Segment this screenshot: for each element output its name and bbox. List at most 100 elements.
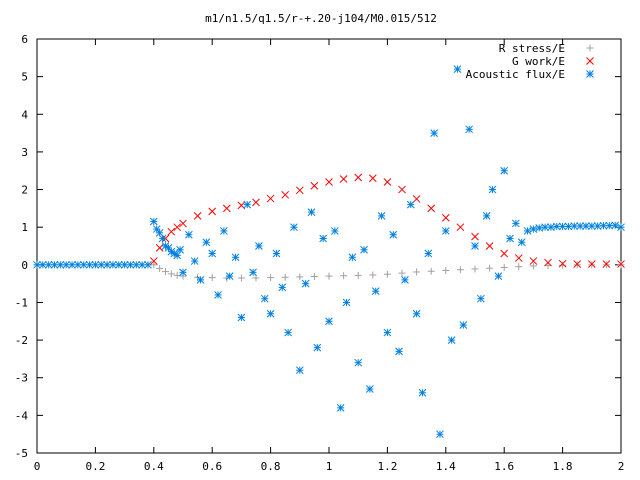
data-point bbox=[506, 234, 514, 243]
data-point bbox=[406, 200, 415, 209]
x-tick-label: 1.6 bbox=[494, 460, 514, 473]
data-point bbox=[576, 222, 584, 230]
series-g-work-e bbox=[149, 173, 625, 268]
data-point bbox=[588, 261, 596, 269]
data-point bbox=[120, 260, 129, 269]
plot-area bbox=[33, 65, 625, 439]
data-point bbox=[301, 279, 310, 288]
data-point bbox=[193, 212, 202, 220]
data-point bbox=[220, 227, 228, 235]
x-tick-label: 0.8 bbox=[261, 460, 281, 473]
data-point bbox=[97, 260, 106, 269]
data-point bbox=[202, 238, 211, 247]
data-point bbox=[413, 268, 421, 276]
y-tick-label: -5 bbox=[15, 447, 28, 460]
data-point bbox=[44, 260, 53, 269]
y-tick-label: -1 bbox=[15, 296, 28, 309]
data-point bbox=[360, 245, 368, 254]
data-point bbox=[155, 244, 164, 252]
data-point bbox=[91, 260, 100, 269]
data-point bbox=[485, 242, 494, 250]
legend-marker bbox=[586, 70, 594, 78]
y-tick-label: 4 bbox=[21, 108, 28, 121]
data-point bbox=[156, 265, 164, 273]
data-point bbox=[401, 276, 409, 284]
data-point bbox=[354, 271, 362, 279]
data-point bbox=[161, 268, 169, 276]
data-point bbox=[354, 358, 363, 367]
data-point bbox=[564, 222, 573, 231]
data-point bbox=[132, 260, 141, 269]
data-point bbox=[281, 273, 289, 281]
data-point bbox=[222, 204, 231, 213]
data-point bbox=[225, 272, 234, 280]
data-point bbox=[342, 298, 351, 307]
data-point bbox=[85, 260, 94, 269]
data-point bbox=[167, 227, 176, 236]
data-point bbox=[389, 230, 398, 239]
data-point bbox=[336, 403, 345, 412]
legend-label: G work/E bbox=[512, 55, 565, 68]
data-point bbox=[284, 328, 292, 337]
data-point bbox=[599, 221, 608, 230]
data-point bbox=[340, 272, 348, 280]
legend-label: Acoustic flux/E bbox=[466, 68, 565, 81]
data-point bbox=[488, 185, 497, 194]
data-point bbox=[369, 271, 377, 279]
data-point bbox=[529, 257, 538, 265]
data-point bbox=[33, 260, 41, 269]
data-point bbox=[430, 129, 438, 137]
data-point bbox=[114, 260, 123, 269]
data-point bbox=[278, 283, 287, 292]
data-point bbox=[559, 261, 567, 269]
data-point bbox=[190, 257, 199, 265]
y-tick-label: 5 bbox=[21, 71, 28, 84]
data-point bbox=[424, 249, 433, 258]
data-point bbox=[398, 269, 406, 277]
data-point bbox=[515, 263, 523, 271]
legend-label: R stress/E bbox=[499, 42, 565, 55]
y-tick-label: 2 bbox=[21, 184, 28, 197]
data-point bbox=[494, 272, 503, 280]
data-point bbox=[558, 222, 567, 231]
data-point bbox=[377, 212, 386, 220]
data-point bbox=[465, 125, 474, 134]
data-point bbox=[74, 260, 82, 269]
data-point bbox=[471, 242, 479, 250]
data-point bbox=[529, 262, 537, 270]
data-point bbox=[196, 276, 205, 284]
legend-marker bbox=[586, 44, 594, 52]
y-tick-label: -2 bbox=[15, 334, 28, 347]
data-point bbox=[79, 260, 88, 269]
data-point bbox=[152, 225, 161, 233]
y-tick-label: 0 bbox=[21, 259, 28, 272]
data-point bbox=[427, 267, 435, 275]
data-point bbox=[231, 253, 240, 262]
data-point bbox=[319, 234, 328, 243]
data-point bbox=[252, 198, 260, 207]
data-point bbox=[441, 227, 450, 235]
data-point bbox=[255, 242, 263, 250]
data-point bbox=[617, 223, 625, 232]
data-point bbox=[56, 260, 65, 269]
data-point bbox=[544, 258, 552, 267]
data-point bbox=[541, 223, 549, 232]
data-point bbox=[307, 208, 316, 216]
data-point bbox=[587, 222, 596, 230]
data-point bbox=[535, 224, 544, 232]
data-point bbox=[243, 200, 252, 209]
data-point bbox=[500, 249, 509, 258]
y-tick-label: -4 bbox=[15, 409, 29, 422]
x-tick-label: 1.4 bbox=[436, 460, 456, 473]
data-point bbox=[500, 263, 508, 271]
data-point bbox=[214, 291, 222, 299]
data-point bbox=[611, 221, 620, 230]
x-tick-label: 0.4 bbox=[144, 460, 164, 473]
data-point bbox=[459, 321, 468, 329]
data-point bbox=[573, 260, 582, 268]
data-point bbox=[149, 257, 158, 265]
data-point bbox=[176, 245, 184, 254]
data-point bbox=[383, 270, 391, 278]
x-tick-label: 1.2 bbox=[377, 460, 397, 473]
data-point bbox=[179, 219, 187, 228]
